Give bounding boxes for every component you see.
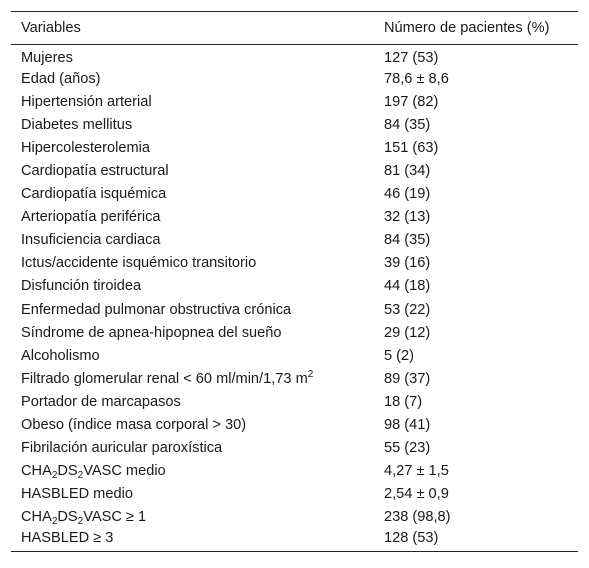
superscript: 2 [307, 368, 314, 380]
row-value: 127 (53) [384, 49, 439, 66]
table-row: Cardiopatía estructural 81 (34) [11, 160, 578, 183]
row-value: 78,6 ± 8,6 [384, 71, 449, 88]
label-part: CHA [21, 508, 52, 525]
row-label: CHA2DS2VASC medio [11, 459, 374, 482]
table-row: CHA2DS2VASC medio 4,27 ± 1,5 [11, 459, 578, 482]
table-row: Ictus/accidente isquémico transitorio 39… [11, 252, 578, 275]
row-value: 32 (13) [384, 209, 431, 226]
table-row: Fibrilación auricular paroxística 55 (23… [11, 436, 578, 459]
label-part: DS [57, 462, 78, 479]
row-value: 4,27 ± 1,5 [384, 462, 449, 479]
row-value: 2,54 ± 0,9 [384, 485, 449, 502]
table-row: HASBLED ≥ 3 128 (53) [11, 528, 578, 553]
row-label: Diabetes mellitus [21, 117, 133, 134]
row-value: 84 (35) [384, 232, 431, 249]
label-part: DS [57, 508, 78, 525]
table-row: Mujeres 127 (53) [11, 45, 578, 68]
row-label: Fibrilación auricular paroxística [21, 439, 223, 456]
table-row: Obeso (índice masa corporal > 30) 98 (41… [11, 413, 578, 436]
label-part: CHA [21, 462, 52, 479]
row-value: 98 (41) [384, 416, 431, 433]
row-value: 29 (12) [384, 324, 431, 341]
row-label: Síndrome de apnea-hipopnea del sueño [21, 324, 282, 341]
row-label: Cardiopatía estructural [21, 163, 169, 180]
table-row: Hipercolesterolemia 151 (63) [11, 137, 578, 160]
table-row: Portador de marcapasos 18 (7) [11, 390, 578, 413]
subscript: 2 [77, 469, 84, 481]
table-row: Enfermedad pulmonar obstructiva crónica … [11, 298, 578, 321]
patient-characteristics-table: Variables Número de pacientes (%) Mujere… [11, 11, 578, 553]
row-label: Obeso (índice masa corporal > 30) [21, 416, 247, 433]
subscript: 2 [51, 469, 58, 481]
row-value: 238 (98,8) [384, 508, 451, 525]
row-label: Mujeres [21, 49, 73, 66]
row-label: Ictus/accidente isquémico transitorio [21, 255, 257, 272]
row-value: 53 (22) [384, 301, 431, 318]
row-label: HASBLED ≥ 3 [11, 528, 374, 553]
table-row: Diabetes mellitus 84 (35) [11, 114, 578, 137]
row-value: 39 (16) [384, 255, 431, 272]
header-row: Variables Número de pacientes (%) [11, 11, 578, 45]
row-value: 55 (23) [384, 439, 431, 456]
table-row: Síndrome de apnea-hipopnea del sueño 29 … [11, 321, 578, 344]
row-value: 44 (18) [384, 278, 431, 295]
header-variables: Variables [11, 11, 374, 45]
row-label: Hipercolesterolemia [21, 140, 150, 157]
table-row: Arteriopatía periférica 32 (13) [11, 206, 578, 229]
row-label: Insuficiencia cardiaca [21, 232, 161, 249]
table-row: Alcoholismo 5 (2) [11, 344, 578, 367]
row-value: 128 (53) [374, 528, 578, 553]
row-label: Filtrado glomerular renal < 60 ml/min/1,… [11, 367, 374, 390]
table-row: Disfunción tiroidea 44 (18) [11, 275, 578, 298]
row-label: Enfermedad pulmonar obstructiva crónica [21, 301, 292, 318]
table-row: Filtrado glomerular renal < 60 ml/min/1,… [11, 367, 578, 390]
table-row: Edad (años) 78,6 ± 8,6 [11, 68, 578, 91]
row-value: 46 (19) [384, 186, 431, 203]
row-label: Disfunción tiroidea [21, 278, 142, 295]
row-value: 84 (35) [384, 117, 431, 134]
label-part: VASC medio [83, 462, 166, 479]
row-label: Portador de marcapasos [21, 393, 181, 410]
row-value: 89 (37) [384, 370, 431, 387]
row-label: Hipertensión arterial [21, 94, 152, 111]
row-value: 151 (63) [384, 140, 439, 157]
table-row: Hipertensión arterial 197 (82) [11, 91, 578, 114]
table-row: Insuficiencia cardiaca 84 (35) [11, 229, 578, 252]
row-value: 197 (82) [384, 94, 439, 111]
row-label-text: Filtrado glomerular renal < 60 ml/min/1,… [21, 370, 308, 387]
row-value: 18 (7) [384, 393, 423, 410]
row-label: Alcoholismo [21, 347, 100, 364]
row-label: Cardiopatía isquémica [21, 186, 167, 203]
label-part: VASC ≥ 1 [83, 508, 147, 525]
table-row: CHA2DS2VASC ≥ 1 238 (98,8) [11, 505, 578, 528]
table-row: HASBLED medio 2,54 ± 0,9 [11, 482, 578, 505]
table-row: Cardiopatía isquémica 46 (19) [11, 183, 578, 206]
subscript: 2 [77, 515, 84, 527]
row-label: CHA2DS2VASC ≥ 1 [11, 505, 374, 528]
header-patient-count: Número de pacientes (%) [374, 11, 578, 45]
row-value: 81 (34) [384, 163, 431, 180]
row-label: HASBLED medio [21, 485, 133, 502]
row-value: 5 (2) [384, 347, 415, 364]
subscript: 2 [51, 515, 58, 527]
row-label: Edad (años) [21, 71, 101, 88]
row-label: Arteriopatía periférica [21, 209, 161, 226]
